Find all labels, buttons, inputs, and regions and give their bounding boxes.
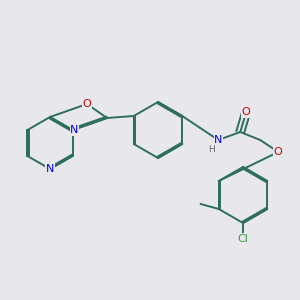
- Text: O: O: [242, 107, 250, 117]
- Text: N: N: [70, 125, 79, 135]
- Text: N: N: [46, 164, 54, 174]
- Text: H: H: [208, 146, 214, 154]
- Text: O: O: [82, 99, 91, 109]
- Text: Cl: Cl: [238, 234, 248, 244]
- Text: N: N: [214, 135, 222, 145]
- Text: O: O: [274, 147, 283, 157]
